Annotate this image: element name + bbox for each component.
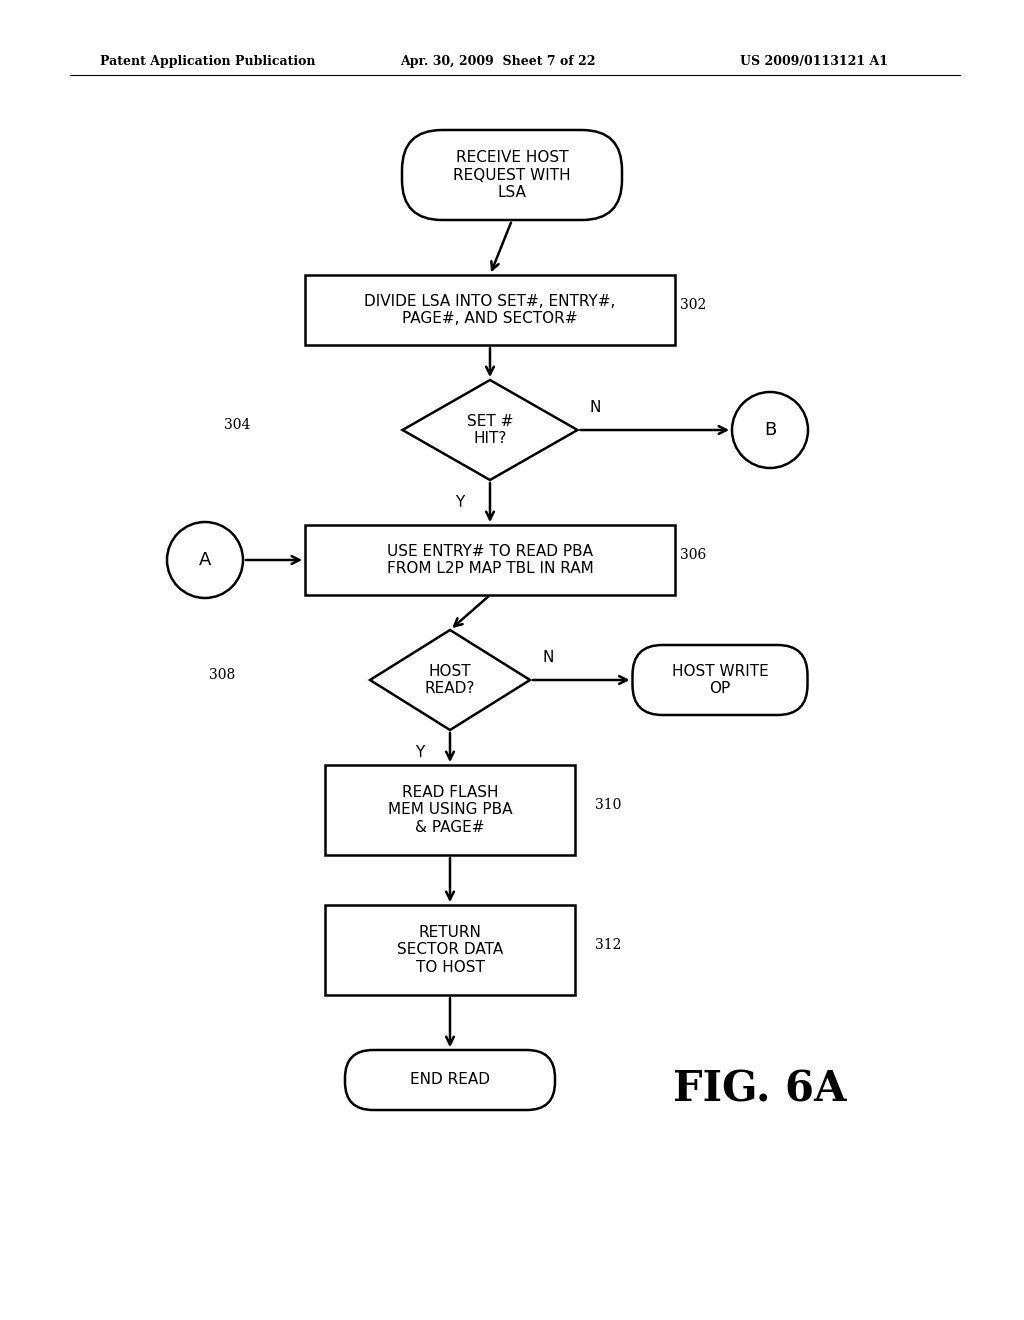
Text: USE ENTRY# TO READ PBA
FROM L2P MAP TBL IN RAM: USE ENTRY# TO READ PBA FROM L2P MAP TBL … <box>387 544 593 577</box>
Text: Y: Y <box>416 744 425 760</box>
Text: SET #
HIT?: SET # HIT? <box>467 413 513 446</box>
Text: HOST WRITE
OP: HOST WRITE OP <box>672 664 768 696</box>
Text: RECEIVE HOST
REQUEST WITH
LSA: RECEIVE HOST REQUEST WITH LSA <box>454 150 570 199</box>
Polygon shape <box>370 630 530 730</box>
Text: Apr. 30, 2009  Sheet 7 of 22: Apr. 30, 2009 Sheet 7 of 22 <box>400 55 596 69</box>
Text: 306: 306 <box>680 548 707 562</box>
Text: 302: 302 <box>680 298 707 312</box>
FancyBboxPatch shape <box>402 129 622 220</box>
Bar <box>305 275 675 345</box>
Polygon shape <box>402 380 578 480</box>
Bar <box>325 906 575 995</box>
Text: 308: 308 <box>209 668 234 682</box>
Text: READ FLASH
MEM USING PBA
& PAGE#: READ FLASH MEM USING PBA & PAGE# <box>388 785 512 836</box>
Bar <box>305 525 675 595</box>
Text: 310: 310 <box>595 799 622 812</box>
Text: 304: 304 <box>223 418 250 432</box>
Circle shape <box>732 392 808 469</box>
Text: N: N <box>542 649 553 665</box>
Text: DIVIDE LSA INTO SET#, ENTRY#,
PAGE#, AND SECTOR#: DIVIDE LSA INTO SET#, ENTRY#, PAGE#, AND… <box>365 294 615 326</box>
Text: US 2009/0113121 A1: US 2009/0113121 A1 <box>740 55 888 69</box>
Text: B: B <box>764 421 776 440</box>
FancyBboxPatch shape <box>345 1049 555 1110</box>
Text: A: A <box>199 550 211 569</box>
Text: FIG. 6A: FIG. 6A <box>674 1069 847 1111</box>
Text: Patent Application Publication: Patent Application Publication <box>100 55 315 69</box>
Text: HOST
READ?: HOST READ? <box>425 664 475 696</box>
Bar <box>325 766 575 855</box>
Text: Y: Y <box>456 495 465 510</box>
Text: RETURN
SECTOR DATA
TO HOST: RETURN SECTOR DATA TO HOST <box>397 925 503 975</box>
Text: N: N <box>590 400 601 414</box>
FancyBboxPatch shape <box>633 645 808 715</box>
Text: END READ: END READ <box>410 1072 490 1088</box>
Circle shape <box>167 521 243 598</box>
Text: 312: 312 <box>595 939 622 952</box>
